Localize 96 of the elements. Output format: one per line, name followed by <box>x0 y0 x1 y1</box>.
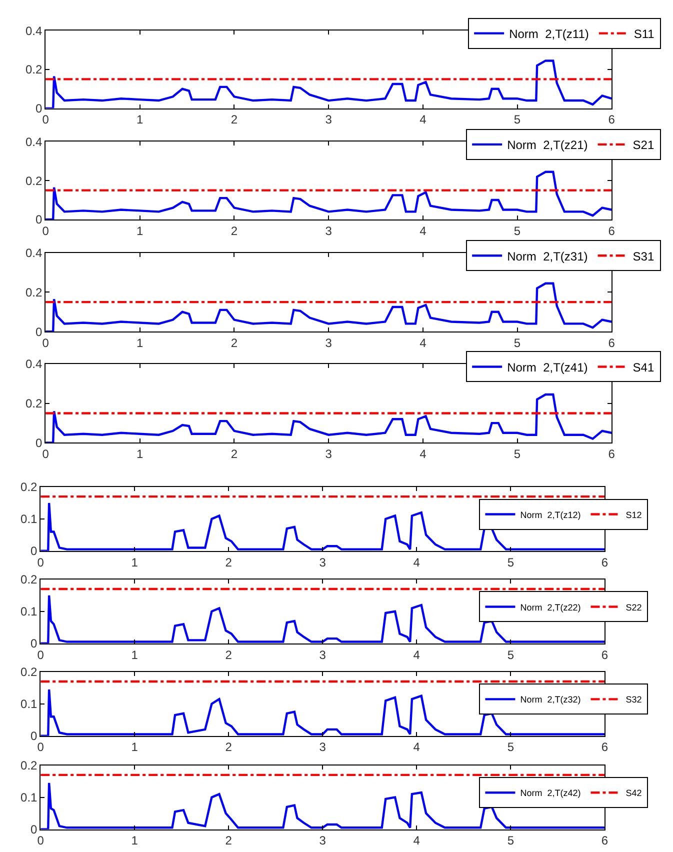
x-tick-label: 3 <box>325 447 332 462</box>
x-tick-label: 3 <box>325 224 332 238</box>
x-tick-label: 5 <box>507 648 514 662</box>
x-tick-label: 2 <box>225 555 232 570</box>
y-tick-label: 0 <box>35 212 42 227</box>
y-tick-label: 0.4 <box>25 357 42 372</box>
y-tick-label: 0.1 <box>20 604 38 619</box>
x-tick-label: 2 <box>230 447 238 462</box>
x-tick-label: 5 <box>514 447 521 462</box>
legend-label: Norm 2,T(z12) <box>520 510 581 520</box>
x-tick-label: 4 <box>420 447 427 462</box>
x-tick-label: 5 <box>507 740 514 754</box>
x-tick-label: 1 <box>131 555 138 570</box>
legend-label: Norm 2,T(z11) <box>509 27 589 41</box>
x-tick-label: 4 <box>413 648 420 662</box>
x-tick-label: 3 <box>319 648 326 662</box>
legend-label: Norm 2,T(z21) <box>507 138 588 152</box>
x-tick-label: 2 <box>225 834 232 848</box>
x-tick-label: 1 <box>131 740 138 754</box>
x-tick-label: 5 <box>507 834 514 848</box>
line-series <box>40 594 605 644</box>
x-tick-label: 1 <box>136 112 144 127</box>
legend-label: Norm 2,T(z32) <box>520 694 581 705</box>
x-tick-label: 4 <box>413 555 420 570</box>
x-tick-label: 4 <box>420 112 427 127</box>
line-series <box>46 393 612 443</box>
legend-label: S41 <box>632 360 654 374</box>
legend-label: S31 <box>632 249 654 264</box>
x-tick-label: 6 <box>601 834 608 848</box>
y-tick-label: 0.2 <box>25 285 42 300</box>
y-tick-label: 0.2 <box>20 572 38 587</box>
x-tick-label: 1 <box>136 224 144 238</box>
line-series <box>40 502 605 551</box>
x-tick-label: 4 <box>420 224 427 238</box>
y-tick-label: 0 <box>30 544 38 558</box>
x-tick-label: 3 <box>319 555 326 570</box>
y-tick-label: 0.2 <box>25 396 42 411</box>
y-tick-label: 0.1 <box>20 697 38 712</box>
line-series <box>46 60 612 108</box>
legend-label: S42 <box>626 788 642 798</box>
x-tick-label: 4 <box>413 834 420 848</box>
x-tick-label: 6 <box>601 740 608 754</box>
x-tick-label: 6 <box>608 224 616 238</box>
x-tick-label: 5 <box>514 224 521 238</box>
x-tick-label: 3 <box>319 834 326 848</box>
x-tick-label: 6 <box>608 112 616 127</box>
x-tick-label: 1 <box>131 834 138 848</box>
legend-label: Norm 2,T(z31) <box>507 249 588 264</box>
x-tick-label: 3 <box>319 740 326 754</box>
y-tick-label: 0.1 <box>20 790 38 804</box>
x-tick-label: 5 <box>514 112 521 127</box>
legend-label: S22 <box>626 602 642 612</box>
legend-label: Norm 2,T(z22) <box>520 602 581 612</box>
x-tick-label: 1 <box>136 447 144 462</box>
y-tick-label: 0.1 <box>20 512 38 526</box>
y-tick-label: 0.2 <box>20 758 38 773</box>
x-tick-label: 4 <box>420 336 427 350</box>
line-series <box>40 782 605 830</box>
y-tick-label: 0.2 <box>20 480 38 494</box>
y-tick-label: 0.2 <box>20 665 38 680</box>
x-tick-label: 2 <box>230 336 238 350</box>
x-tick-label: 2 <box>225 648 232 662</box>
x-tick-label: 2 <box>230 112 238 127</box>
x-tick-label: 6 <box>608 447 616 462</box>
y-tick-label: 0.4 <box>25 246 42 260</box>
x-tick-label: 2 <box>225 740 232 754</box>
y-tick-label: 0 <box>35 436 42 450</box>
x-tick-label: 3 <box>325 336 332 350</box>
x-tick-label: 1 <box>136 336 144 350</box>
line-series <box>46 282 612 332</box>
x-tick-label: 6 <box>601 555 608 570</box>
legend-label: Norm 2,T(z42) <box>520 788 581 798</box>
x-tick-label: 5 <box>507 555 514 570</box>
legend-label: S11 <box>634 27 655 41</box>
line-series <box>46 170 612 220</box>
y-tick-label: 0 <box>35 102 42 116</box>
legend-label: Norm 2,T(z41) <box>507 360 588 374</box>
legend-label: S21 <box>632 138 654 152</box>
y-tick-label: 0.2 <box>25 174 42 188</box>
y-tick-label: 0 <box>30 729 38 744</box>
y-tick-label: 0.4 <box>25 134 42 149</box>
x-tick-label: 6 <box>608 336 616 350</box>
y-tick-label: 0 <box>35 324 42 339</box>
y-tick-label: 0 <box>30 636 38 651</box>
y-tick-label: 0.2 <box>25 62 42 77</box>
x-tick-label: 2 <box>230 224 238 238</box>
legend-label: S12 <box>626 510 642 520</box>
y-tick-label: 0 <box>30 822 38 836</box>
line-series <box>40 688 605 736</box>
y-tick-label: 0.4 <box>25 24 42 38</box>
legend-label: S32 <box>626 694 642 705</box>
x-tick-label: 3 <box>325 112 332 127</box>
x-tick-label: 5 <box>514 336 521 350</box>
x-tick-label: 6 <box>601 648 608 662</box>
x-tick-label: 4 <box>413 740 420 754</box>
x-tick-label: 1 <box>131 648 138 662</box>
